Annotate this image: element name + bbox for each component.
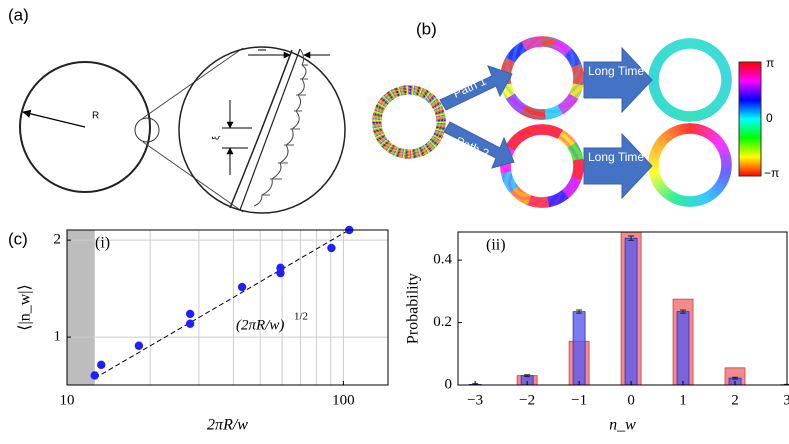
x-tick-label: 3 xyxy=(783,392,789,408)
band-edge xyxy=(239,48,301,211)
annotation: (ii) xyxy=(486,237,506,254)
big-circle xyxy=(19,61,151,193)
x-tick-label: 10 xyxy=(60,392,75,408)
panel-label: (a) xyxy=(8,5,29,24)
point xyxy=(237,282,247,292)
arrow-path1 xyxy=(439,65,513,111)
colorbar-tick: 0 xyxy=(766,111,773,125)
zoom-circle xyxy=(178,46,346,214)
y-tick-label: 0.2 xyxy=(433,314,452,330)
ring-path1 xyxy=(500,36,584,120)
ring-final2 xyxy=(648,123,732,207)
x-axis-label: 2πR/w xyxy=(207,417,248,434)
small-circle xyxy=(134,117,160,143)
long-time-label: Long Time xyxy=(588,64,644,78)
radius-arrow xyxy=(22,109,86,128)
colorbar-tick: π xyxy=(766,56,774,70)
y-tick-label: 0.4 xyxy=(433,252,452,268)
radius-label: R xyxy=(92,111,99,122)
panel-label: (c) xyxy=(8,229,28,248)
x-tick-label: −2 xyxy=(519,392,535,408)
point xyxy=(327,243,336,253)
arrow-path2 xyxy=(443,121,515,169)
point xyxy=(185,309,195,319)
shaded-region xyxy=(67,230,95,385)
y-axis-label: Probability xyxy=(405,273,422,344)
x-tick-label: 2 xyxy=(731,392,739,408)
point xyxy=(185,319,195,328)
arrow-long-time xyxy=(583,46,653,114)
x-tick-label: −1 xyxy=(571,392,587,408)
band-edge xyxy=(229,49,293,209)
point xyxy=(276,268,285,278)
colorbar xyxy=(739,62,761,176)
y-axis-label: ⟨|n_w|⟩ xyxy=(17,284,34,330)
ring-final1 xyxy=(648,38,732,122)
ring-initial xyxy=(372,85,446,159)
x-axis-label: n_w xyxy=(609,417,636,434)
error-bar xyxy=(576,309,583,314)
x-tick-label: 100 xyxy=(332,392,355,408)
error-bar xyxy=(628,235,635,241)
cells xyxy=(262,64,308,196)
y-tick-label: 2 xyxy=(54,232,62,248)
plot-frame xyxy=(66,229,389,386)
point xyxy=(134,341,144,350)
fit-label: (2πR/w) xyxy=(236,317,284,333)
long-time-label: Long Time xyxy=(588,150,644,164)
bar xyxy=(624,237,638,386)
error-bar xyxy=(524,374,531,378)
fit-line xyxy=(94,229,350,379)
x-tick-label: −3 xyxy=(467,392,483,408)
x-tick-label: 1 xyxy=(679,392,687,408)
arrow-long-time xyxy=(583,132,653,200)
error-bar xyxy=(680,309,687,314)
plot-frame xyxy=(457,231,788,386)
fit-exponent: 1/2 xyxy=(294,311,308,323)
x-tick-label: 0 xyxy=(627,392,635,408)
error-bar xyxy=(732,376,739,380)
colorbar-tick: −π xyxy=(764,166,779,180)
bar xyxy=(572,311,586,386)
xi-label: ξ xyxy=(210,136,220,140)
y-tick-label: 1 xyxy=(54,329,62,345)
point xyxy=(90,371,99,380)
colorbar-frame xyxy=(738,61,762,177)
bar xyxy=(676,311,690,386)
ring-path2 xyxy=(500,124,584,208)
panel-label: (b) xyxy=(416,19,437,38)
y-tick-label: 0 xyxy=(445,376,453,392)
point xyxy=(97,360,106,370)
annotation: (i) xyxy=(95,235,110,252)
